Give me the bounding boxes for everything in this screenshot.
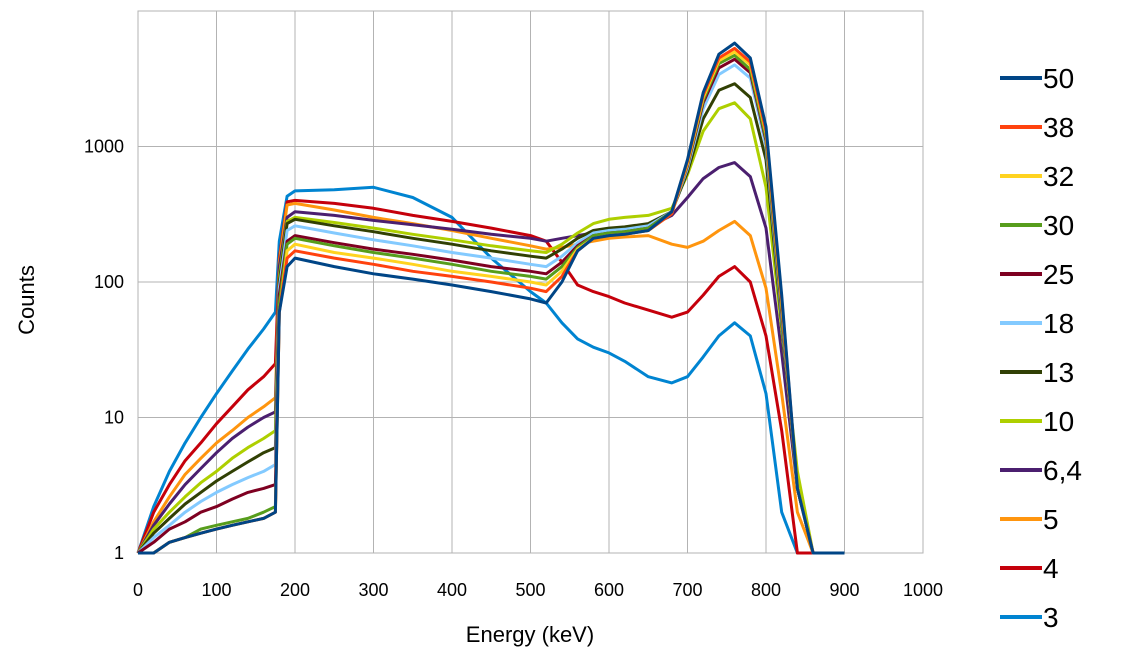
legend-label: 4 [1043,553,1059,584]
legend-label: 50 [1043,63,1074,94]
legend: 50 38 32 30 25 18 13 10 6,4 5 4 3 [1000,63,1082,633]
legend-label: 25 [1043,259,1074,290]
legend-label: 32 [1043,161,1074,192]
legend-entry: 4 [1000,553,1059,584]
legend-label: 13 [1043,357,1074,388]
legend-entry: 3 [1000,602,1059,633]
legend-label: 6,4 [1043,455,1082,486]
legend-entry: 5 [1000,504,1059,535]
x-tick-label: 100 [201,580,231,600]
x-tick-label: 200 [280,580,310,600]
series-line-18 [136,63,845,555]
x-tick-label: 1000 [903,580,943,600]
x-tick-label: 0 [133,580,143,600]
legend-label: 3 [1043,602,1059,633]
legend-entry: 38 [1000,112,1074,143]
legend-entry: 50 [1000,63,1074,94]
y-tick-label: 1000 [84,137,124,157]
legend-entry: 6,4 [1000,455,1082,486]
x-tick-label: 600 [594,580,624,600]
x-tick-label: 700 [672,580,702,600]
series-line-10 [136,101,845,555]
y-tick-label: 1 [114,543,124,563]
legend-label: 38 [1043,112,1074,143]
legend-entry: 32 [1000,161,1074,192]
legend-entry: 30 [1000,210,1074,241]
legend-entry: 18 [1000,308,1074,339]
legend-entry: 25 [1000,259,1074,290]
legend-label: 10 [1043,406,1074,437]
x-tick-labels: 0 100 200 300 400 500 600 700 800 900 1000 [133,580,943,600]
series-lines [136,41,845,555]
x-tick-label: 400 [437,580,467,600]
legend-entry: 10 [1000,406,1074,437]
x-tick-label: 800 [751,580,781,600]
x-axis-title: Energy (keV) [466,622,594,647]
series-line-6-4 [136,161,845,555]
series-line-3 [136,185,845,555]
series-line-13 [136,82,845,555]
plot-border [137,10,924,554]
series-line-25 [137,57,845,555]
series-line-30 [138,53,845,555]
x-tick-label: 900 [829,580,859,600]
y-tick-label: 100 [94,272,124,292]
y-tick-label: 10 [104,408,124,428]
y-tick-labels: 1 10 100 1000 [84,137,124,564]
legend-label: 18 [1043,308,1074,339]
x-tick-label: 300 [358,580,388,600]
legend-label: 5 [1043,504,1059,535]
x-tick-label: 500 [515,580,545,600]
y-axis-title: Counts [14,265,39,335]
legend-label: 30 [1043,210,1074,241]
legend-entry: 13 [1000,357,1074,388]
series-line-50 [138,41,845,555]
series-line-5 [136,201,845,555]
